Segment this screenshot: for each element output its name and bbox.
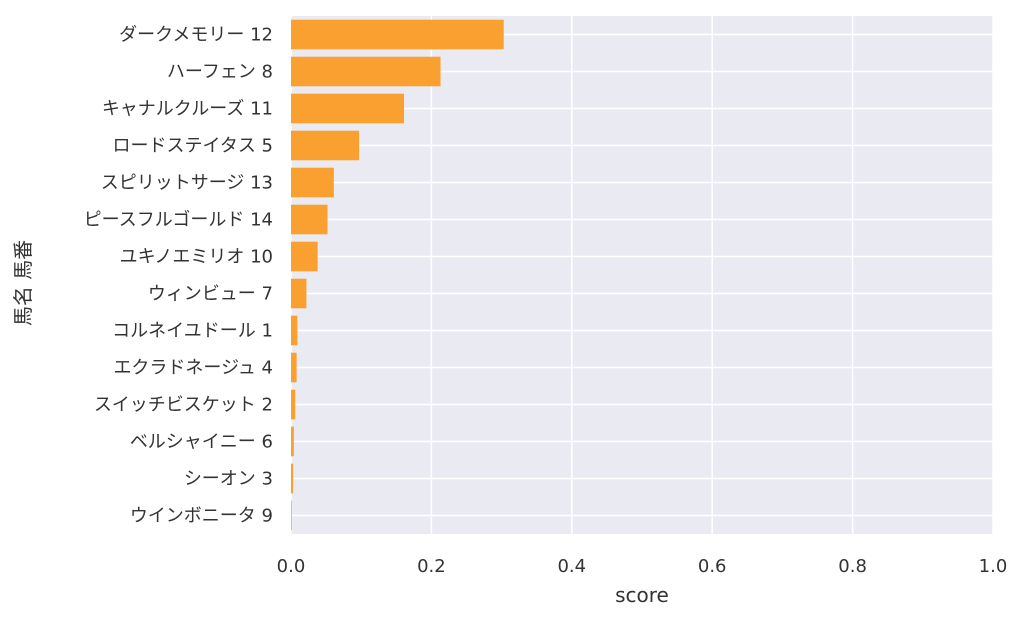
bar (291, 167, 334, 198)
bar (291, 204, 328, 235)
y-tick-label: ロードステイタス 5 (113, 136, 273, 157)
y-tick-label: ベルシャイニー 6 (130, 432, 273, 453)
bar (291, 463, 294, 494)
y-axis-title: 馬名 馬番 (11, 240, 35, 326)
bar (291, 389, 296, 420)
y-tick-label: シーオン 3 (184, 469, 273, 490)
y-tick-label: ウィンビュー 7 (148, 284, 273, 305)
y-tick-label: スイッチビスケット 2 (94, 395, 273, 416)
x-tick-label: 1.0 (979, 556, 1008, 577)
bar (291, 93, 405, 124)
bar (291, 19, 504, 50)
x-tick-label: 0.6 (698, 556, 727, 577)
bars (291, 19, 504, 531)
bar (291, 352, 297, 383)
bar (291, 500, 292, 531)
y-tick-label: ユキノエミリオ 10 (120, 247, 273, 268)
x-tick-label: 0.8 (838, 556, 867, 577)
x-tick-label: 0.4 (557, 556, 586, 577)
y-tick-labels: ダークメモリー 12 ハーフェン 8 キャナルクルーズ 11 ロードステイタス 5 スピ… (84, 25, 273, 527)
x-tick-label: 0.2 (417, 556, 446, 577)
y-tick-label: コルネイユドール 1 (112, 321, 273, 342)
bar (291, 315, 298, 346)
x-tick-labels: 0.0 0.2 0.4 0.6 0.8 1.0 (277, 556, 1008, 577)
x-axis-title: score (615, 583, 669, 607)
y-tick-label: ハーフェン 8 (167, 62, 273, 83)
x-tick-label: 0.0 (277, 556, 306, 577)
y-tick-label: ダークメモリー 12 (119, 25, 273, 46)
plot-area (291, 16, 993, 534)
bar (291, 426, 294, 457)
bar (291, 130, 360, 161)
bar (291, 241, 318, 272)
bar (291, 278, 307, 309)
y-tick-label: キャナルクルーズ 11 (102, 99, 273, 120)
y-tick-label: スピリットサージ 13 (101, 173, 273, 194)
bar (291, 56, 441, 87)
y-tick-label: ウインボニータ 9 (130, 506, 273, 527)
y-tick-label: ピースフルゴールド 14 (84, 210, 273, 231)
y-tick-label: エクラドネージュ 4 (113, 358, 273, 379)
